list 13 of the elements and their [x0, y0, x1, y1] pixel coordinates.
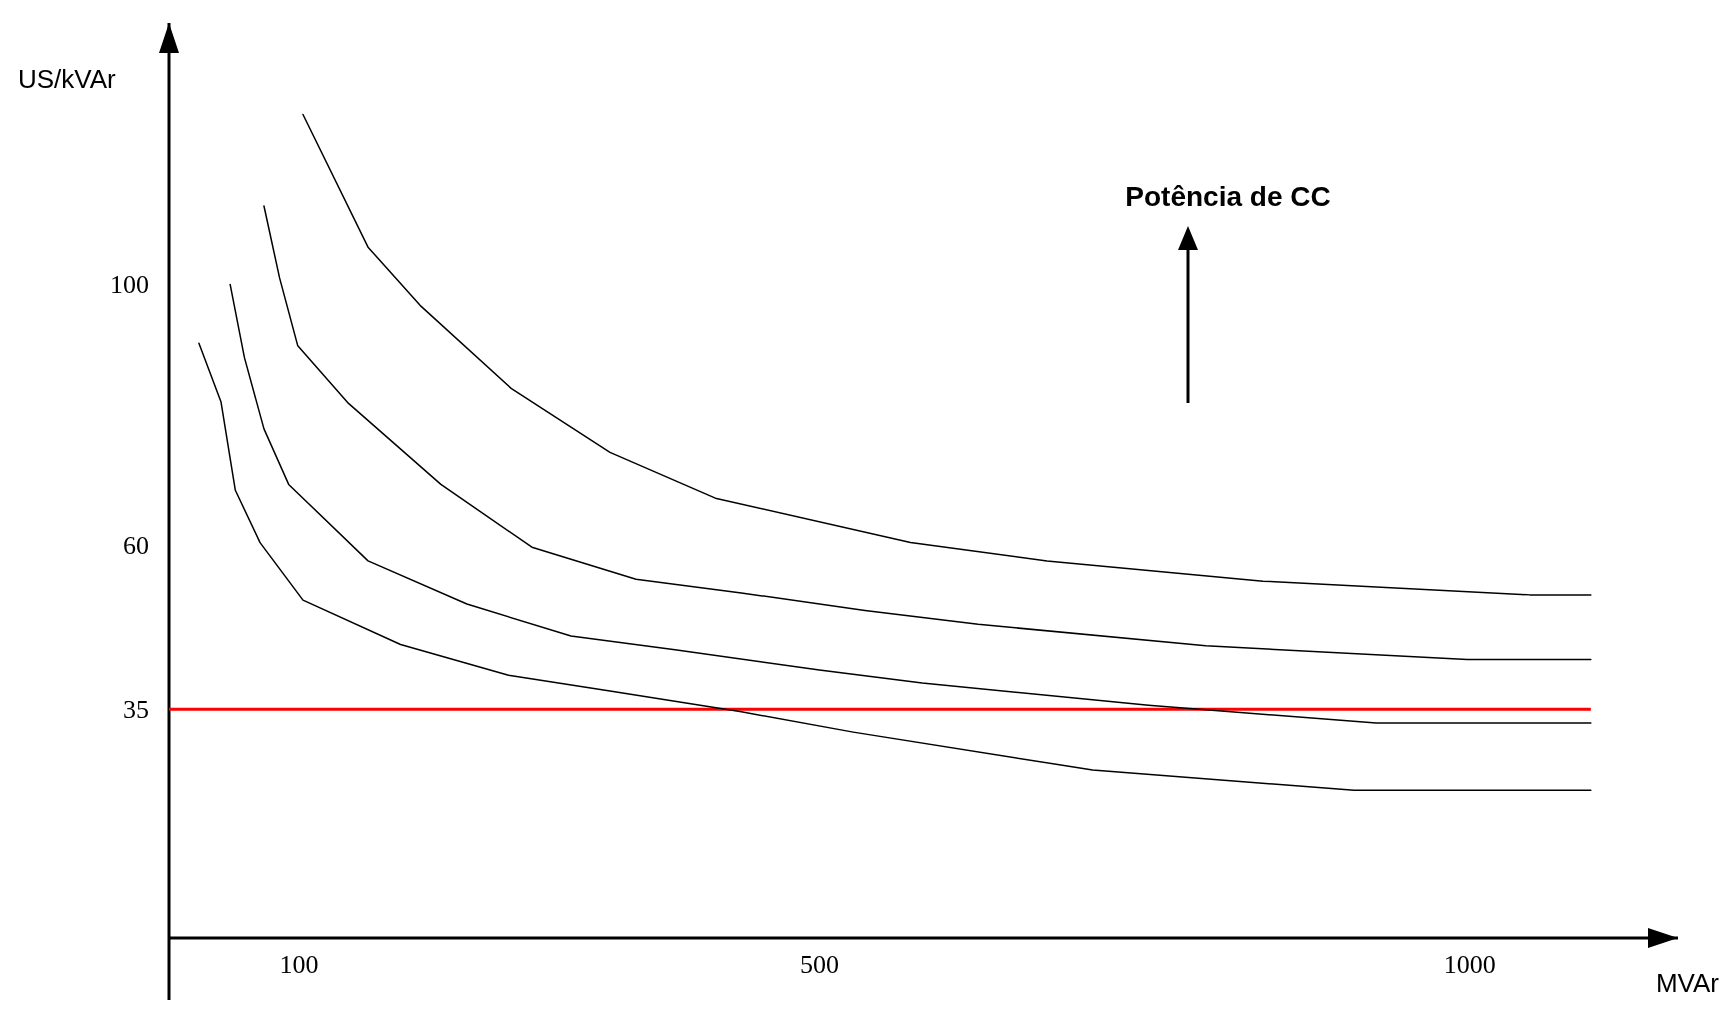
line-series	[263, 205, 1592, 661]
x-tick-label: 100	[279, 950, 319, 979]
y-tick-label: 35	[123, 694, 149, 724]
line-series	[198, 342, 1592, 792]
x-tick-label: 1000	[1443, 950, 1496, 979]
y-axis-title: US/kVAr	[18, 64, 117, 94]
x-axis-title: MVAr	[1655, 968, 1720, 998]
annotation: Potência de CC	[1125, 181, 1331, 212]
x-tick-label: 500	[799, 950, 839, 979]
line-series	[302, 113, 1592, 596]
y-tick-label: 100	[110, 269, 149, 299]
y-tick-label: 60	[123, 531, 149, 561]
line-series	[229, 283, 1592, 724]
